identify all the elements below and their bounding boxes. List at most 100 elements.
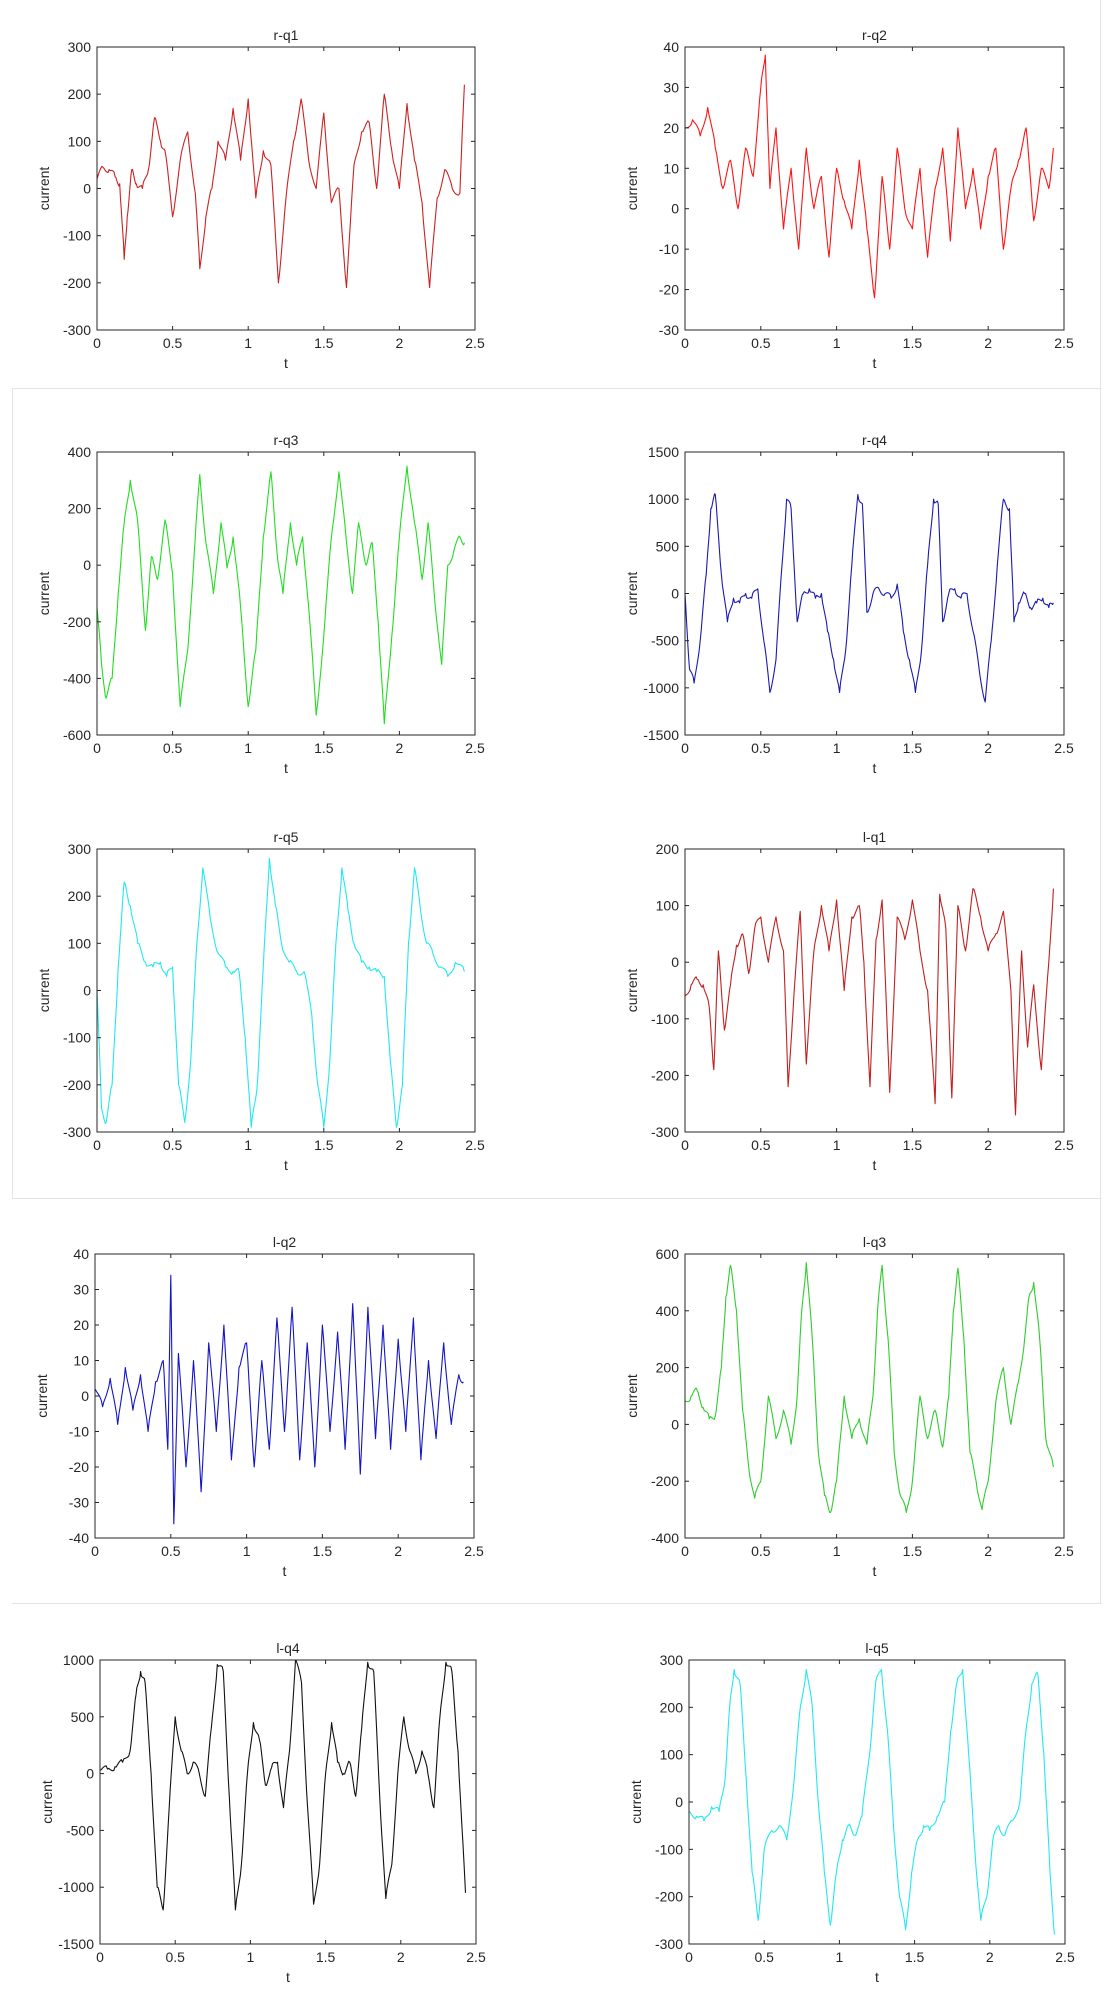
chart-title: l-q3 (863, 1234, 887, 1250)
chart-r-q1: 0 0.5 1 1.5 2 2.5 300 200 100 0 -100 -200 -300 r-q1 t c… (36, 27, 485, 371)
y-tick-label: 10 (73, 1353, 89, 1369)
chart-l-q3: 0 0.5 1 1.5 2 2.5 600 400 200 0 -200 -400 l-q3 t curre… (624, 1234, 1074, 1579)
x-tick-label: 2 (984, 740, 992, 756)
y-tick-label: -300 (63, 1124, 91, 1140)
x-axis-label: t (283, 1563, 287, 1579)
x-tick-label: 1.5 (903, 740, 923, 756)
x-tick-label: 1 (833, 1543, 841, 1559)
y-tick-label: -200 (63, 614, 91, 630)
y-tick-label: 200 (660, 1699, 684, 1715)
x-axis-label: t (873, 760, 877, 776)
chart-title: l-q4 (276, 1640, 300, 1656)
y-tick-label: -20 (659, 282, 679, 298)
y-tick-label: 0 (671, 586, 679, 602)
series-line (94, 1274, 464, 1525)
y-tick-label: 200 (68, 86, 92, 102)
x-tick-label: 1 (247, 1949, 255, 1965)
y-tick-label: 300 (68, 841, 92, 857)
chart-r-q5: 0 0.5 1 1.5 2 2.5 300 200 100 0 -100 -200 -300 r-q5 t c… (36, 829, 485, 1173)
panel-separator (12, 1603, 1102, 1604)
y-tick-label: 1500 (648, 444, 679, 460)
x-tick-label: 2 (396, 1137, 404, 1153)
y-axis-label: current (36, 167, 52, 211)
chart-r-q3: 0 0.5 1 1.5 2 2.5 400 200 0 -200 -400 -600 r-q3 t curr… (36, 432, 485, 776)
chart-l-q1: 0 0.5 1 1.5 2 2.5 200 100 0 -100 -200 -300 l-q1 t curr… (624, 829, 1074, 1173)
x-tick-label: 0.5 (163, 335, 183, 351)
y-axis-label: current (34, 1374, 50, 1418)
series-line (684, 888, 1054, 1116)
x-tick-label: 1 (244, 335, 252, 351)
y-axis-label: current (36, 969, 52, 1013)
series-line (96, 465, 465, 725)
plot-area (685, 452, 1064, 735)
x-tick-label: 0 (93, 335, 101, 351)
chart-title: r-q5 (274, 829, 299, 845)
x-tick-label: 2.5 (464, 1543, 484, 1559)
chart-title: l-q2 (273, 1234, 297, 1250)
x-tick-label: 1 (244, 740, 252, 756)
x-tick-label: 1 (833, 1137, 841, 1153)
x-tick-label: 0 (93, 1137, 101, 1153)
y-tick-label: -10 (69, 1424, 89, 1440)
y-tick-label: -500 (651, 633, 679, 649)
y-tick-label: 20 (663, 120, 679, 136)
chart-l-q4: 0 0.5 1 1.5 2 2.5 1000 500 0 -500 -1000 -1500 l-q4 t c… (39, 1640, 486, 1985)
x-tick-label: 0.5 (754, 1949, 774, 1965)
x-tick-label: 0 (96, 1949, 104, 1965)
chart-title: r-q3 (274, 432, 299, 448)
x-tick-label: 1.5 (903, 1543, 923, 1559)
y-tick-label: -30 (659, 322, 679, 338)
y-tick-label: 0 (671, 201, 679, 217)
plot-area (685, 1254, 1064, 1538)
series-line (684, 54, 1054, 299)
y-tick-label: 20 (73, 1317, 89, 1333)
x-tick-label: 1.5 (314, 1137, 334, 1153)
x-tick-label: 2.5 (1054, 740, 1074, 756)
y-tick-label: 500 (656, 538, 680, 554)
x-tick-label: 2 (396, 335, 404, 351)
y-tick-label: -1000 (643, 680, 679, 696)
y-tick-label: -300 (63, 322, 91, 338)
x-tick-label: 0 (681, 335, 689, 351)
chart-title: r-q1 (274, 27, 299, 43)
x-tick-label: 0 (91, 1543, 99, 1559)
y-tick-label: -300 (651, 1124, 679, 1140)
x-tick-label: 0 (681, 1543, 689, 1559)
x-tick-label: 0.5 (163, 1137, 183, 1153)
y-tick-label: 1000 (63, 1652, 94, 1668)
chart-title: l-q1 (863, 829, 887, 845)
chart-title: r-q2 (862, 27, 887, 43)
x-tick-label: 0.5 (751, 335, 771, 351)
y-tick-label: 600 (656, 1246, 680, 1262)
axes-frame (684, 848, 1065, 1133)
x-axis-label: t (875, 1969, 879, 1985)
y-tick-label: -400 (63, 670, 91, 686)
y-tick-label: -500 (66, 1822, 94, 1838)
y-tick-label: 0 (83, 983, 91, 999)
x-tick-label: 2 (984, 1137, 992, 1153)
x-axis-label: t (284, 760, 288, 776)
x-tick-label: 1.5 (316, 1949, 336, 1965)
y-tick-label: 40 (663, 39, 679, 55)
x-tick-label: 2.5 (466, 1949, 486, 1965)
series-line (99, 1659, 467, 1911)
x-tick-label: 1.5 (903, 1137, 923, 1153)
y-tick-label: 40 (73, 1246, 89, 1262)
x-tick-label: 2.5 (1054, 1137, 1074, 1153)
panel-border (1100, 0, 1101, 1603)
panel-separator (12, 1198, 1102, 1199)
y-tick-label: 0 (81, 1388, 89, 1404)
y-tick-label: 200 (656, 1360, 680, 1376)
chart-r-q4: 0 0.5 1 1.5 2 2.5 1500 1000 500 0 -500 -1000 -1500 r-… (624, 432, 1074, 776)
y-axis-label: current (624, 167, 640, 211)
x-tick-label: 1 (243, 1543, 251, 1559)
y-tick-label: -1500 (643, 727, 679, 743)
axes-frame (99, 1659, 477, 1945)
y-tick-label: 30 (663, 79, 679, 95)
y-tick-label: -20 (69, 1459, 89, 1475)
y-tick-label: 0 (83, 181, 91, 197)
x-axis-label: t (873, 1157, 877, 1173)
y-tick-label: -200 (651, 1473, 679, 1489)
y-tick-label: -100 (63, 228, 91, 244)
